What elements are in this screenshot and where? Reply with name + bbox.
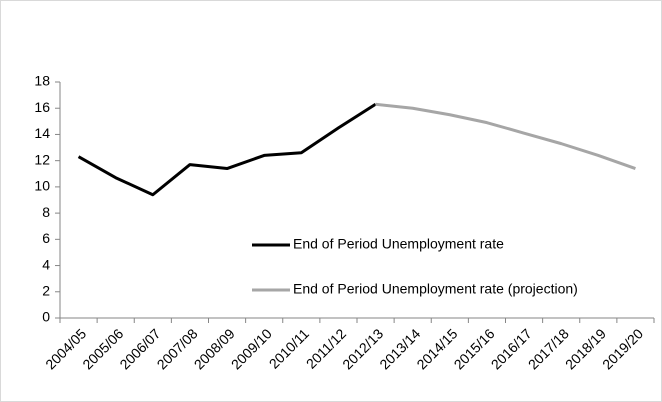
legend-label: End of Period Unemployment rate	[293, 236, 504, 252]
y-tick-label: 2	[42, 282, 50, 298]
y-tick-label: 0	[42, 309, 50, 325]
y-tick-label: 18	[34, 73, 50, 89]
series-line	[77, 103, 377, 197]
y-tick-label: 12	[34, 151, 50, 167]
series-line	[375, 102, 636, 170]
y-tick-label: 14	[34, 125, 50, 141]
y-tick-label: 6	[42, 230, 50, 246]
y-tick-label: 4	[42, 256, 50, 272]
y-tick-label: 10	[34, 178, 50, 194]
y-tick-label: 16	[34, 99, 50, 115]
legend-label: End of Period Unemployment rate (project…	[293, 281, 578, 297]
y-tick-label: 8	[42, 204, 50, 220]
